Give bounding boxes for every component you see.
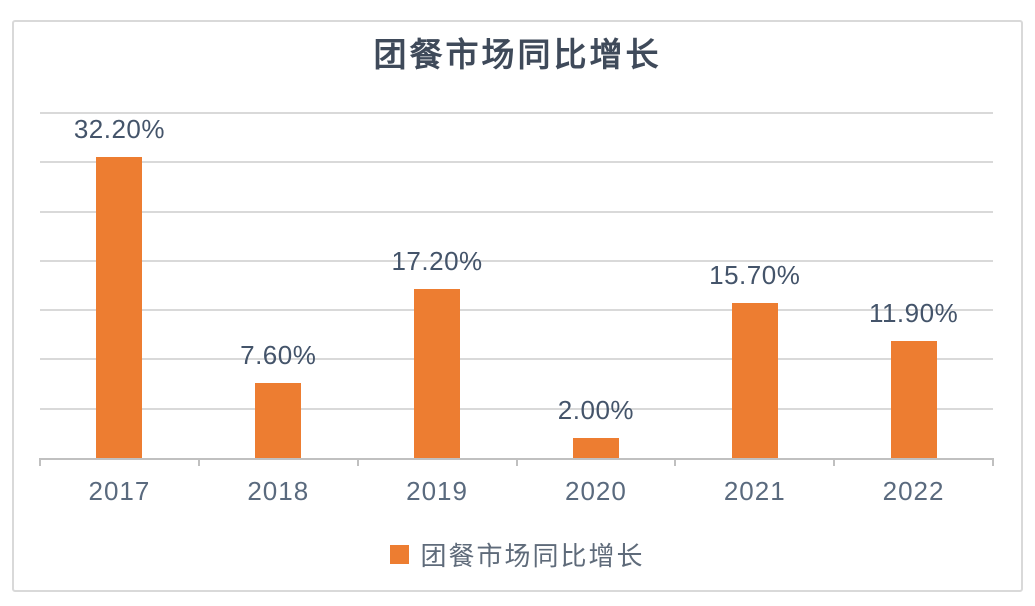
x-axis-label-2020: 2020 — [564, 476, 627, 506]
gridline-10pct — [40, 358, 993, 360]
x-axis-tick — [39, 458, 41, 466]
bar-column-2020: 2.00% — [517, 113, 676, 458]
data-label-2022: 11.90% — [868, 297, 959, 328]
gridline-20pct — [40, 260, 993, 262]
data-label-2020: 2.00% — [557, 395, 635, 426]
legend-swatch-icon — [390, 544, 410, 564]
plot-area: 32.20% 7.60% 17.20% 2.00% 15.70% 11.90% — [39, 112, 994, 466]
x-axis-label-2021: 2021 — [723, 476, 786, 506]
x-axis-label-2019: 2019 — [406, 476, 468, 506]
x-axis-label-2022: 2022 — [882, 476, 945, 506]
data-label-2019: 17.20% — [391, 245, 483, 276]
x-axis-tick — [516, 458, 518, 466]
x-axis-label-2018: 2018 — [247, 476, 310, 506]
bar-2017 — [96, 157, 143, 458]
x-axis-labels: 2017 2018 2019 2020 2021 2022 — [40, 475, 993, 509]
bar-column-2018: 7.60% — [199, 113, 358, 458]
x-axis-label-2017: 2017 — [88, 476, 151, 506]
x-axis-tick — [992, 458, 994, 466]
legend-label: 团餐市场同比增长 — [420, 540, 645, 571]
bar-column-2021: 15.70% — [675, 113, 834, 458]
x-axis-tick — [833, 458, 835, 466]
bar-column-2017: 32.20% — [40, 113, 199, 458]
x-axis-tick — [198, 458, 200, 466]
x-axis-tick — [674, 458, 676, 466]
gridline-5pct — [40, 408, 993, 410]
bar-column-2019: 17.20% — [358, 113, 517, 458]
bar-column-2022: 11.90% — [834, 113, 993, 458]
gridline-35pct — [40, 112, 993, 114]
legend: 团餐市场同比增长 — [14, 540, 1021, 571]
data-label-2018: 7.60% — [240, 340, 317, 371]
data-label-2021: 15.70% — [709, 260, 801, 291]
bar-2019 — [414, 288, 461, 458]
chart-title: 团餐市场同比增长 — [373, 36, 662, 73]
gridline-30pct — [40, 161, 993, 163]
gridline-15pct — [40, 309, 993, 311]
bar-2018 — [255, 383, 302, 458]
data-label-2017: 32.20% — [73, 114, 165, 144]
bar-2021 — [731, 303, 778, 458]
bar-2022 — [890, 340, 937, 458]
bar-2020 — [572, 438, 619, 458]
chart-frame: 团餐市场同比增长 32.20% 7.60% 17.20% 2.00% 15.70% 11.… — [12, 20, 1023, 592]
gridline-25pct — [40, 211, 993, 213]
x-axis-tick — [357, 458, 359, 466]
